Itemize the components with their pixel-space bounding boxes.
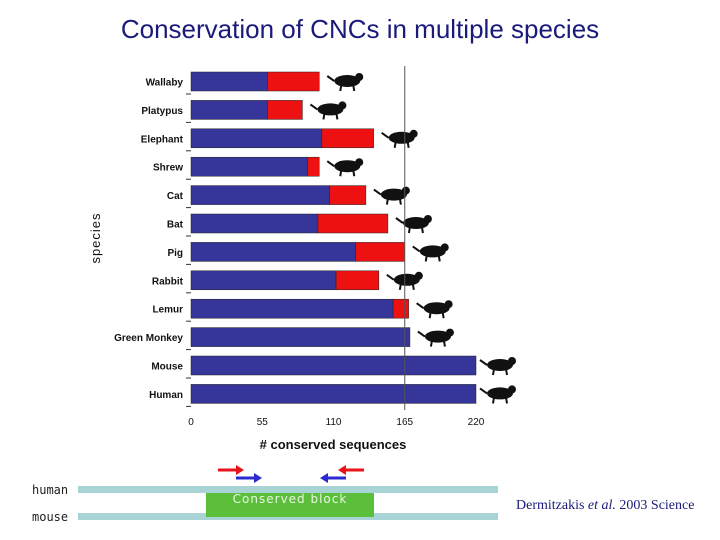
platypus-silhouette-icon [309, 101, 347, 120]
x-tick-label: 55 [257, 417, 269, 428]
bar-red-bat [317, 213, 389, 234]
bar-red-elephant [321, 128, 374, 149]
bar-blue-human [190, 384, 477, 404]
bar-blue-green-monkey [190, 327, 411, 347]
bar-red-cat [329, 185, 367, 205]
mouse-silhouette-icon [479, 357, 516, 376]
human-sequence-track [78, 486, 498, 493]
citation-rest: 2003 Science [619, 498, 695, 513]
x-tick-label: 220 [468, 417, 485, 428]
bar-red-platypus [267, 100, 303, 120]
citation-authors: Dermitzakis [516, 498, 585, 513]
citation: Dermitzakis et al. 2003 Science [516, 498, 694, 514]
blue-arrow-right [320, 473, 346, 483]
mouse-label: mouse [32, 510, 69, 524]
human-label: human [32, 483, 69, 497]
bar-blue-cat [190, 185, 330, 205]
cat-silhouette-icon [373, 186, 410, 205]
x-tick-label: 0 [188, 417, 194, 428]
species-label-mouse: Mouse [151, 362, 183, 373]
bar-blue-platypus [190, 100, 268, 120]
y-axis-label: species [88, 212, 103, 263]
blue-arrow-left [236, 473, 262, 483]
shrew-silhouette-icon [326, 158, 364, 177]
bar-blue-wallaby [190, 71, 268, 92]
primer-arrows [218, 465, 364, 483]
bar-red-pig [355, 242, 406, 262]
species-label-bat: Bat [167, 220, 184, 231]
bar-blue-pig [190, 242, 356, 262]
x-axis-label: # conserved sequences [260, 437, 407, 452]
conserved-block: Conserved block [206, 493, 374, 517]
bar-red-shrew [307, 156, 320, 177]
species-label-rabbit: Rabbit [152, 276, 184, 287]
species-label-pig: Pig [167, 248, 183, 259]
species-label-platypus: Platypus [141, 106, 183, 117]
red-arrow-right [338, 465, 364, 475]
lemur-silhouette-icon [416, 300, 453, 319]
bar-red-wallaby [267, 71, 320, 92]
rabbit-silhouette-icon [386, 271, 423, 290]
wallaby-silhouette-icon [326, 73, 364, 92]
species-label-cat: Cat [167, 191, 184, 202]
bar-blue-lemur [190, 298, 394, 319]
species-label-lemur: Lemur [152, 305, 183, 316]
x-tick-label: 110 [326, 417, 342, 428]
bat-silhouette-icon [395, 215, 432, 234]
species-label-elephant: Elephant [141, 134, 184, 145]
species-label-wallaby: Wallaby [146, 78, 184, 89]
species-label-shrew: Shrew [153, 163, 183, 174]
citation-etal: et al. [587, 498, 616, 513]
bar-red-rabbit [335, 270, 380, 291]
species-label-human: Human [149, 390, 183, 401]
x-tick-label: 165 [396, 417, 413, 428]
bar-blue-shrew [190, 156, 308, 177]
red-arrow-left [218, 465, 244, 475]
page-title: Conservation of CNCs in multiple species [120, 14, 600, 44]
green-monkey-silhouette-icon [417, 328, 454, 347]
human-silhouette-icon [479, 385, 516, 404]
bar-blue-mouse [190, 355, 477, 376]
bar-blue-bat [190, 213, 319, 234]
species-label-green-monkey: Green Monkey [114, 333, 183, 344]
bar-red-lemur [392, 298, 409, 319]
elephant-silhouette-icon [381, 129, 418, 148]
bar-blue-rabbit [190, 270, 337, 291]
bar-blue-elephant [190, 128, 323, 149]
pig-silhouette-icon [412, 243, 449, 262]
